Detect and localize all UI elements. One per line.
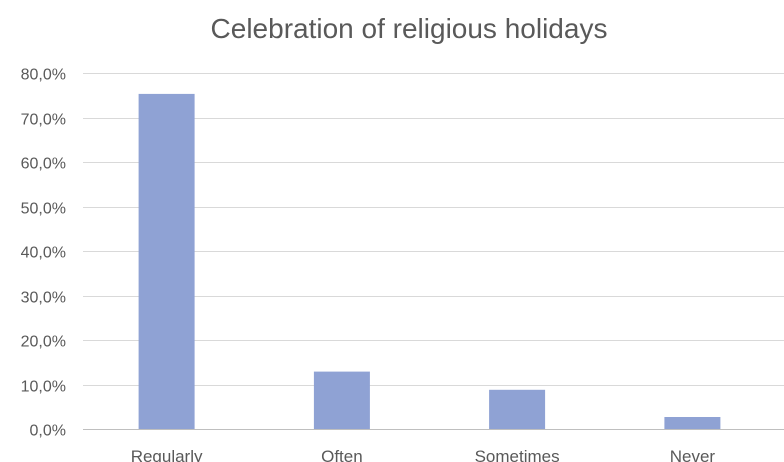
- x-category-label: Never: [670, 447, 716, 462]
- y-tick-label: 40,0%: [21, 245, 66, 262]
- x-axis-category-labels: Regularly Often Sometimes Never: [131, 447, 716, 462]
- y-tick-label: 70,0%: [21, 112, 66, 129]
- y-tick-label: 60,0%: [21, 156, 66, 173]
- y-tick-label: 50,0%: [21, 201, 66, 218]
- y-tick-label: 0,0%: [30, 423, 66, 440]
- y-tick-label: 80,0%: [21, 67, 66, 84]
- gridlines: [83, 73, 784, 430]
- y-axis-tick-labels: 0,0% 10,0% 20,0% 30,0% 40,0% 50,0% 60,0% 70,0% 8…: [21, 67, 66, 440]
- x-category-label: Sometimes: [475, 447, 560, 462]
- y-tick-label: 20,0%: [21, 334, 66, 351]
- bar-never: [664, 417, 721, 429]
- y-tick-label: 10,0%: [21, 379, 66, 396]
- bar-sometimes: [489, 389, 546, 429]
- y-tick-label: 30,0%: [21, 290, 66, 307]
- x-category-label: Often: [321, 447, 363, 462]
- chart-title: Celebration of religious holidays: [211, 13, 608, 44]
- bar-often: [313, 371, 370, 429]
- x-category-label: Regularly: [131, 447, 203, 462]
- bar-regularly: [138, 93, 195, 430]
- bars: [138, 93, 721, 430]
